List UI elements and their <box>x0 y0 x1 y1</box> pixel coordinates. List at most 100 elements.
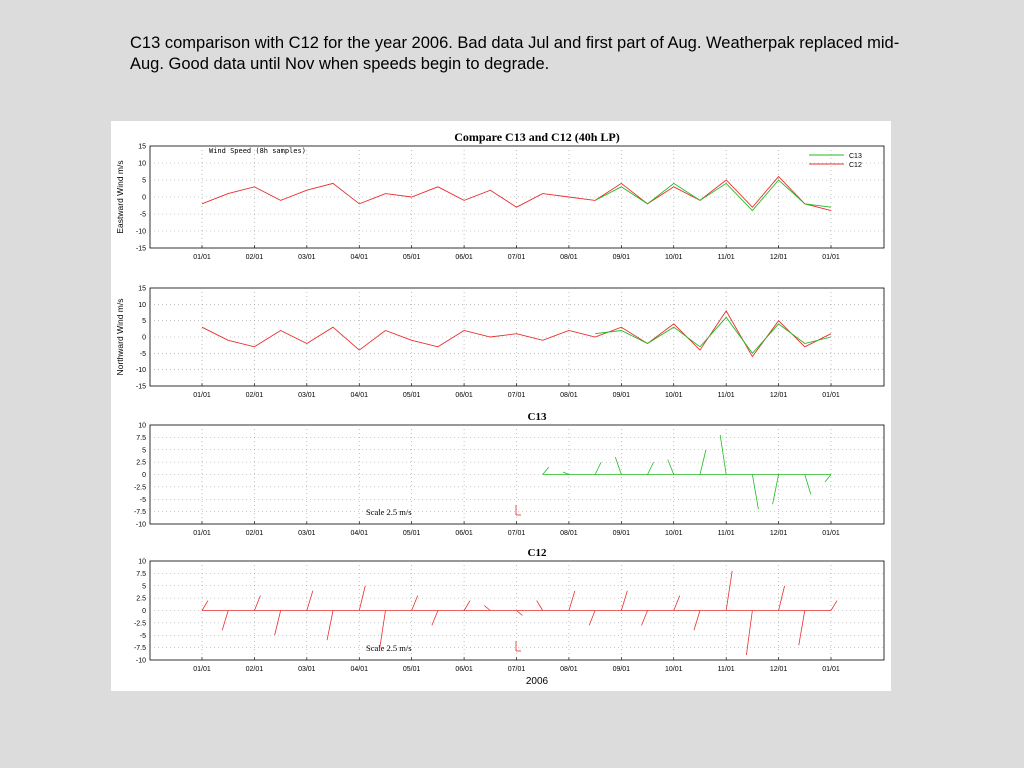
chart-panel-3: 10 7.5 5 2.5 0 -2.5 -5 -7.5 -10 01/01 02/01 03/01 04… <box>134 411 885 537</box>
x-tick-label: 01/01 <box>193 392 211 399</box>
x-tick-label: 04/01 <box>350 530 368 537</box>
legend-label-c12: C12 <box>849 162 862 169</box>
stick-mark <box>516 610 523 616</box>
x-tick-label: 04/01 <box>350 392 368 399</box>
stick-mark <box>830 600 838 611</box>
stick-mark <box>673 595 681 611</box>
stick-mark <box>824 474 832 483</box>
x-tick-label: 04/01 <box>350 254 368 261</box>
y-tick-label: 10 <box>138 161 146 168</box>
series-line-c13 <box>595 316 832 355</box>
y-tick-label: 0 <box>142 195 146 202</box>
chart-title: C13 <box>528 411 547 423</box>
x-tick-label: 02/01 <box>246 530 264 537</box>
x-tick-label: 03/01 <box>298 392 316 399</box>
y-tick-label: 5 <box>142 447 146 454</box>
y-tick-label: 2.5 <box>136 460 146 467</box>
figure-panel: 15 10 5 0 -5 -10 -15 01/01 02/01 03/01 04/01 05/01 0… <box>111 121 891 691</box>
y-tick-label: 15 <box>138 144 146 151</box>
x-tick-label: 12/01 <box>770 530 788 537</box>
scale-label: Scale 2.5 m/s <box>366 507 412 517</box>
y-tick-label: 5 <box>142 318 146 325</box>
x-tick-label: 03/01 <box>298 530 316 537</box>
stick-mark <box>745 610 753 656</box>
x-tick-label: 01/01 <box>822 254 840 261</box>
stick-mark <box>536 600 544 611</box>
y-tick-label: -15 <box>136 246 146 253</box>
y-tick-label: -10 <box>136 367 146 374</box>
x-tick-label: 11/01 <box>718 254 735 261</box>
x-tick-label: 04/01 <box>350 666 368 673</box>
x-tick-label: 09/01 <box>613 530 631 537</box>
x-tick-label: 01/01 <box>193 666 211 673</box>
x-tick-label: 12/01 <box>770 254 788 261</box>
y-tick-label: 5 <box>142 178 146 185</box>
stick-mark <box>620 590 628 611</box>
stick-mark <box>614 457 622 475</box>
y-tick-label: 0 <box>142 335 146 342</box>
stick-mark <box>254 595 261 611</box>
y-tick-label: -10 <box>136 522 146 529</box>
y-tick-label: -7.5 <box>134 645 146 652</box>
stick-mark <box>772 474 779 505</box>
x-tick-label: 12/01 <box>770 666 788 673</box>
stick-mark <box>484 605 491 611</box>
stick-mark <box>804 474 812 495</box>
x-tick-label: 01/01 <box>822 666 840 673</box>
x-tick-label: 09/01 <box>613 254 631 261</box>
stick-mark <box>562 471 570 475</box>
chart-annotation: Wind Speed (8h samples) <box>209 147 306 155</box>
x-tick-label: 09/01 <box>613 666 631 673</box>
x-tick-label: 11/01 <box>718 530 735 537</box>
x-tick-label: 02/01 <box>246 666 264 673</box>
x-tick-label: 03/01 <box>298 254 316 261</box>
y-tick-label: 0 <box>142 472 146 479</box>
stick-mark <box>588 610 596 626</box>
y-tick-label: 7.5 <box>136 571 146 578</box>
chart-panel-1: 15 10 5 0 -5 -10 -15 01/01 02/01 03/01 04/01 05/01 0… <box>115 130 885 261</box>
x-tick-label: 08/01 <box>560 666 578 673</box>
y-tick-label: -5 <box>140 212 146 219</box>
plot-frame <box>149 287 885 387</box>
x-tick-label: 06/01 <box>455 392 473 399</box>
stick-mark <box>641 610 648 626</box>
chart-title: Compare C13 and C12 (40h LP) <box>454 130 619 144</box>
stick-mark <box>751 474 759 510</box>
stick-mark <box>699 449 707 475</box>
stick-mark <box>778 585 785 611</box>
legend-label-c13: C13 <box>849 153 862 160</box>
x-tick-label: 01/01 <box>193 530 211 537</box>
stick-mark <box>431 610 439 626</box>
y-tick-label: -2.5 <box>134 484 146 491</box>
stick-mark <box>719 434 727 475</box>
y-tick-label: -2.5 <box>134 620 146 627</box>
chart-panel-2: 15 10 5 0 -5 -10 -15 01/01 02/01 03/01 04/01 05/01 0… <box>115 286 885 399</box>
stick-mark <box>201 600 209 611</box>
stick-mark <box>411 595 419 611</box>
stick-mark <box>274 610 282 636</box>
y-axis-label: Eastward Wind m/s <box>115 160 125 233</box>
x-tick-label: 08/01 <box>560 254 578 261</box>
x-tick-label: 05/01 <box>403 254 421 261</box>
stick-mark <box>306 590 314 611</box>
x-tick-label: 10/01 <box>665 254 683 261</box>
x-tick-label: 01/01 <box>822 392 840 399</box>
y-tick-label: 10 <box>138 302 146 309</box>
x-tick-label: 10/01 <box>665 666 683 673</box>
stick-mark <box>667 459 675 475</box>
x-tick-label: 10/01 <box>665 392 683 399</box>
x-tick-label: 05/01 <box>403 530 421 537</box>
x-tick-label: 06/01 <box>455 666 473 673</box>
plot-frame <box>149 145 885 249</box>
x-tick-label: 05/01 <box>403 392 421 399</box>
chart-panel-4: 10 7.5 5 2.5 0 -2.5 -5 -7.5 -10 01/01 02/01 03/01 04… <box>134 547 885 687</box>
y-tick-label: 15 <box>138 286 146 293</box>
x-tick-label: 07/01 <box>508 392 526 399</box>
x-axis-label: 2006 <box>526 676 549 687</box>
x-tick-label: 07/01 <box>508 530 526 537</box>
chart-title: C12 <box>528 547 547 559</box>
series-line-c12 <box>201 310 832 358</box>
y-tick-label: -10 <box>136 229 146 236</box>
scale-label: Scale 2.5 m/s <box>366 643 412 653</box>
y-tick-label: -5 <box>140 351 146 358</box>
